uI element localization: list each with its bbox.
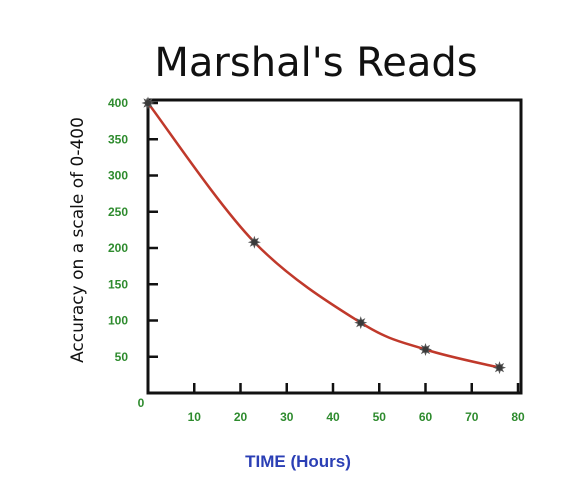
data-point <box>419 343 432 356</box>
y-axis-ticks: 50 100 150 200 250 300 350 400 <box>108 96 158 364</box>
x-tick-label: 20 <box>234 410 248 424</box>
x-tick-label: 10 <box>188 410 202 424</box>
x-tick-label: 40 <box>326 410 340 424</box>
y-tick-label: 50 <box>115 350 129 364</box>
x-tick-label: 30 <box>280 410 294 424</box>
plot-area <box>146 98 523 395</box>
series-line <box>147 102 500 369</box>
data-point <box>493 361 506 375</box>
y-tick-label: 200 <box>108 241 128 255</box>
x-tick-label: 50 <box>373 410 387 424</box>
data-point <box>354 316 368 330</box>
x-tick-label: 60 <box>419 410 433 424</box>
y-tick-label: 100 <box>108 314 128 328</box>
y-tick-label: 300 <box>108 169 128 183</box>
data-markers <box>141 96 506 375</box>
x-tick-label: 0 <box>138 396 145 410</box>
x-tick-label: 80 <box>511 410 525 424</box>
y-tick-label: 250 <box>108 205 128 219</box>
y-axis-label-group: Accuracy on a scale of 0-400 <box>68 117 88 363</box>
y-tick-label: 350 <box>108 132 128 146</box>
y-axis-label: Accuracy on a scale of 0-400 <box>68 117 88 363</box>
chart-title: Marshal's Reads <box>154 40 478 86</box>
y-tick-label: 400 <box>108 96 128 110</box>
data-point <box>141 96 155 110</box>
x-tick-label: 70 <box>465 410 479 424</box>
x-axis-label: TIME (Hours) <box>245 452 351 471</box>
data-point <box>247 235 261 249</box>
y-tick-label: 150 <box>108 277 128 291</box>
x-axis-ticks: 0 10 20 30 40 50 60 70 80 <box>138 383 525 424</box>
